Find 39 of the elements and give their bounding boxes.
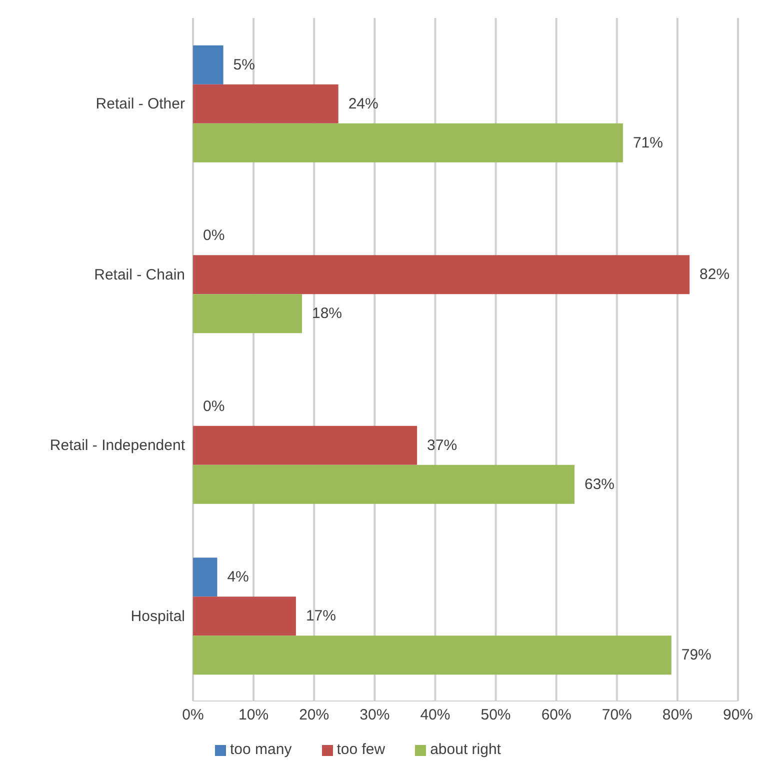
x-tick-label: 30% xyxy=(360,706,390,724)
y-tick-label: Hospital xyxy=(130,608,185,625)
data-label: 24% xyxy=(348,95,378,112)
x-tick-label: 60% xyxy=(541,706,572,724)
x-tick-label: 20% xyxy=(299,706,330,724)
bar xyxy=(193,596,296,636)
data-label: 0% xyxy=(203,227,225,244)
data-label: 18% xyxy=(312,305,342,322)
bar xyxy=(193,123,623,162)
bar xyxy=(193,84,338,124)
data-label: 4% xyxy=(227,568,249,586)
data-label: 71% xyxy=(632,134,663,152)
bar xyxy=(193,464,574,504)
data-label: 82% xyxy=(700,266,730,284)
bar xyxy=(193,294,302,334)
x-tick-label: 10% xyxy=(238,706,269,724)
legend-label: about right xyxy=(430,741,501,758)
x-tick-label: 90% xyxy=(722,706,754,724)
data-label: 17% xyxy=(306,608,336,625)
data-label: 37% xyxy=(427,436,458,454)
data-label: 5% xyxy=(233,56,255,74)
x-tick-label: 0% xyxy=(182,706,204,724)
x-tick-label: 50% xyxy=(480,706,511,724)
legend-label: too few xyxy=(336,741,386,758)
x-tick-label: 70% xyxy=(602,706,632,724)
data-label: 79% xyxy=(681,646,712,664)
bar xyxy=(193,45,224,84)
bar xyxy=(193,426,418,465)
y-tick-label: Retail - Chain xyxy=(94,266,185,284)
bar xyxy=(193,558,218,597)
bar xyxy=(193,255,690,294)
y-tick-label: Retail - Independent xyxy=(50,437,186,454)
bar xyxy=(193,636,672,675)
data-label: 63% xyxy=(584,476,615,493)
y-tick-label: Retail - Other xyxy=(96,96,185,113)
x-tick-label: 80% xyxy=(662,706,692,724)
data-label: 0% xyxy=(203,398,225,415)
x-tick-label: 40% xyxy=(420,706,450,724)
legend-label: too many xyxy=(230,741,292,758)
